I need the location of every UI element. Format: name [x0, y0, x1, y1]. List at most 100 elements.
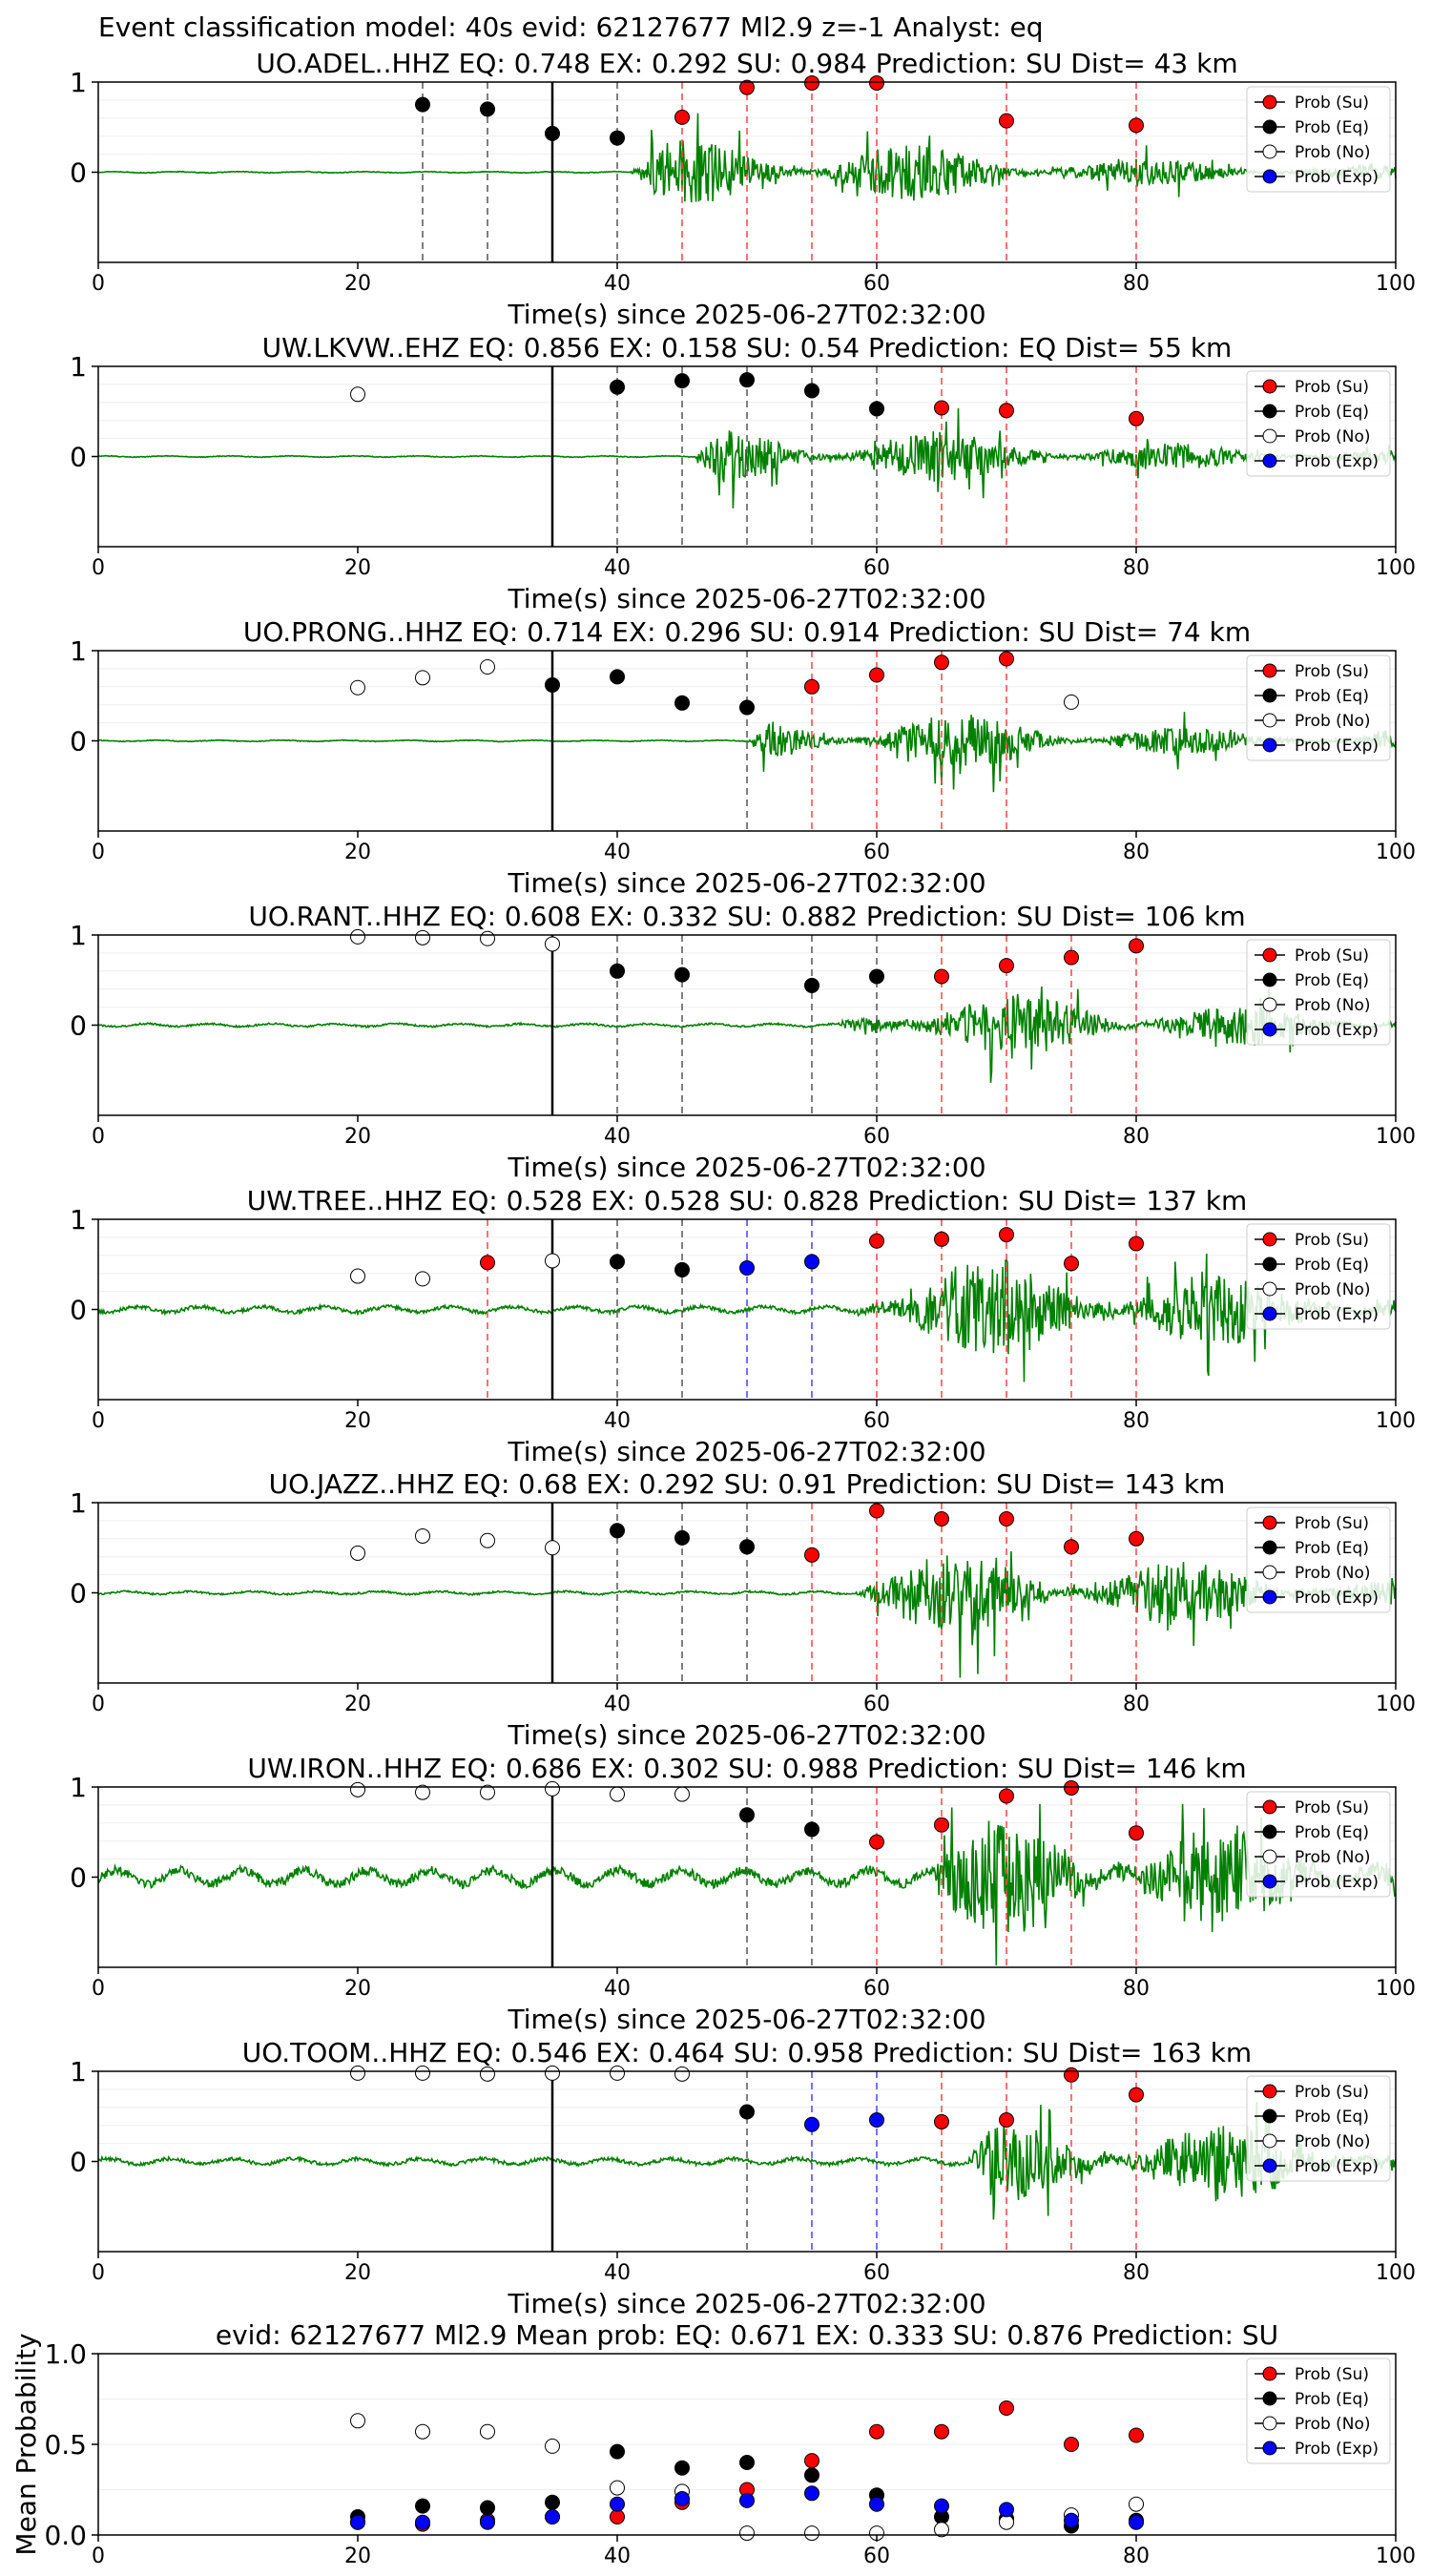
point-no: [545, 936, 560, 952]
legend-label-su: Prob (Su): [1295, 1514, 1369, 1533]
x-axis-label: Time(s) since 2025-06-27T02:32:00: [507, 1436, 985, 1467]
x-tick-label: 100: [1376, 2545, 1416, 2568]
point-no: [674, 1786, 690, 1802]
point-eq: [480, 101, 495, 117]
point-no: [480, 2423, 495, 2440]
legend-label-no: Prob (No): [1295, 1280, 1371, 1299]
point-eq: [545, 2494, 560, 2510]
legend-label-no: Prob (No): [1295, 2132, 1371, 2151]
panel-title: UW.IRON..HHZ EQ: 0.686 EX: 0.302 SU: 0.9…: [247, 1753, 1246, 1784]
legend-label-no: Prob (No): [1295, 143, 1371, 162]
point-eq: [674, 966, 690, 983]
point-exp: [480, 2514, 495, 2530]
x-tick-label: 40: [604, 1125, 631, 1149]
panel-5: UW.TREE..HHZ EQ: 0.528 EX: 0.528 SU: 0.8…: [70, 1185, 1416, 1467]
point-no: [610, 1786, 625, 1802]
point-su: [1129, 117, 1144, 134]
legend-label-su: Prob (Su): [1295, 2365, 1369, 2384]
y-axis-label: Mean Probability: [10, 2333, 42, 2555]
legend-label-exp: Prob (Exp): [1295, 168, 1379, 187]
point-su: [999, 2112, 1014, 2129]
x-tick-label: 80: [1123, 1409, 1150, 1433]
panel-9: evid: 62127677 Ml2.9 Mean prob: EQ: 0.67…: [10, 2319, 1416, 2568]
legend-marker-su: [1262, 2084, 1277, 2099]
x-tick-label: 0: [92, 2545, 105, 2568]
x-tick-label: 80: [1123, 1125, 1150, 1149]
figure-suptitle: Event classification model: 40s evid: 62…: [98, 11, 1044, 43]
point-no: [350, 1781, 365, 1797]
y-tick-label: 1: [70, 2056, 87, 2088]
point-eq: [415, 96, 430, 113]
point-no: [1064, 694, 1079, 710]
y-tick-label: 1.0: [44, 2338, 87, 2370]
legend-marker-su: [1262, 1232, 1277, 1247]
point-eq: [610, 669, 625, 685]
x-tick-label: 40: [604, 1977, 631, 2001]
panel-title: evid: 62127677 Ml2.9 Mean prob: EQ: 0.67…: [216, 2319, 1278, 2351]
x-axis-label: Time(s) since 2025-06-27T02:32:00: [507, 1152, 985, 1183]
x-tick-label: 60: [863, 1125, 890, 1149]
y-tick-label: 0: [70, 1862, 87, 1894]
waveform-trace: [97, 1803, 1397, 1966]
point-exp: [739, 2492, 755, 2508]
y-tick-label: 1: [70, 920, 87, 951]
x-tick-label: 20: [344, 1125, 371, 1149]
legend-marker-no: [1262, 1565, 1277, 1580]
legend-label-eq: Prob (Eq): [1295, 1539, 1369, 1558]
legend-marker-exp: [1262, 2441, 1277, 2456]
panel-title: UO.RANT..HHZ EQ: 0.608 EX: 0.332 SU: 0.8…: [248, 901, 1245, 932]
point-su: [934, 1511, 949, 1527]
point-eq: [739, 372, 755, 388]
x-tick-label: 60: [863, 1693, 890, 1716]
legend-label-eq: Prob (Eq): [1295, 2108, 1369, 2127]
point-su: [999, 403, 1014, 419]
x-tick-label: 80: [1123, 2545, 1150, 2568]
legend-label-no: Prob (No): [1295, 2415, 1371, 2434]
legend-box: [1246, 654, 1391, 761]
x-tick-label: 60: [863, 272, 890, 296]
point-su: [999, 651, 1014, 667]
point-no: [545, 1780, 560, 1797]
legend-label-no: Prob (No): [1295, 996, 1371, 1015]
point-su: [674, 109, 690, 125]
legend-label-su: Prob (Su): [1295, 946, 1369, 966]
legend-marker-eq: [1262, 404, 1277, 419]
legend-marker-eq: [1262, 2391, 1277, 2406]
x-tick-label: 100: [1376, 1409, 1416, 1433]
panel-title: UO.PRONG..HHZ EQ: 0.714 EX: 0.296 SU: 0.…: [243, 616, 1251, 648]
point-no: [934, 2522, 949, 2538]
panel-7: UW.IRON..HHZ EQ: 0.686 EX: 0.302 SU: 0.9…: [70, 1753, 1416, 2035]
point-eq: [739, 699, 755, 716]
waveform-trace: [97, 2102, 1397, 2220]
point-su: [869, 1834, 884, 1850]
y-tick-label: 1: [70, 351, 87, 383]
point-no: [350, 386, 365, 403]
point-no: [415, 670, 430, 686]
point-no: [739, 2525, 755, 2542]
point-su: [804, 678, 819, 695]
point-eq: [610, 2443, 625, 2460]
point-eq: [804, 977, 819, 993]
point-su: [869, 1503, 884, 1519]
point-su: [1064, 1256, 1079, 1272]
x-tick-label: 20: [344, 1977, 371, 2001]
point-eq: [415, 2498, 430, 2514]
legend-label-eq: Prob (Eq): [1295, 2390, 1369, 2409]
point-su: [934, 2423, 949, 2440]
point-eq: [610, 1523, 625, 1539]
legend-marker-exp: [1262, 1589, 1277, 1605]
legend-marker-no: [1262, 997, 1277, 1012]
x-tick-label: 80: [1123, 1977, 1150, 2001]
panel-4: UO.RANT..HHZ EQ: 0.608 EX: 0.332 SU: 0.8…: [70, 901, 1416, 1183]
legend-label-exp: Prob (Exp): [1295, 1021, 1379, 1040]
legend-marker-exp: [1262, 453, 1277, 468]
point-no: [545, 1540, 560, 1556]
x-tick-label: 40: [604, 272, 631, 296]
point-exp: [999, 2502, 1014, 2518]
x-tick-label: 100: [1376, 1977, 1416, 2001]
legend-marker-no: [1262, 428, 1277, 444]
panel-title: UW.LKVW..EHZ EQ: 0.856 EX: 0.158 SU: 0.5…: [262, 332, 1233, 364]
legend-label-exp: Prob (Exp): [1295, 1873, 1379, 1892]
point-eq: [610, 963, 625, 979]
